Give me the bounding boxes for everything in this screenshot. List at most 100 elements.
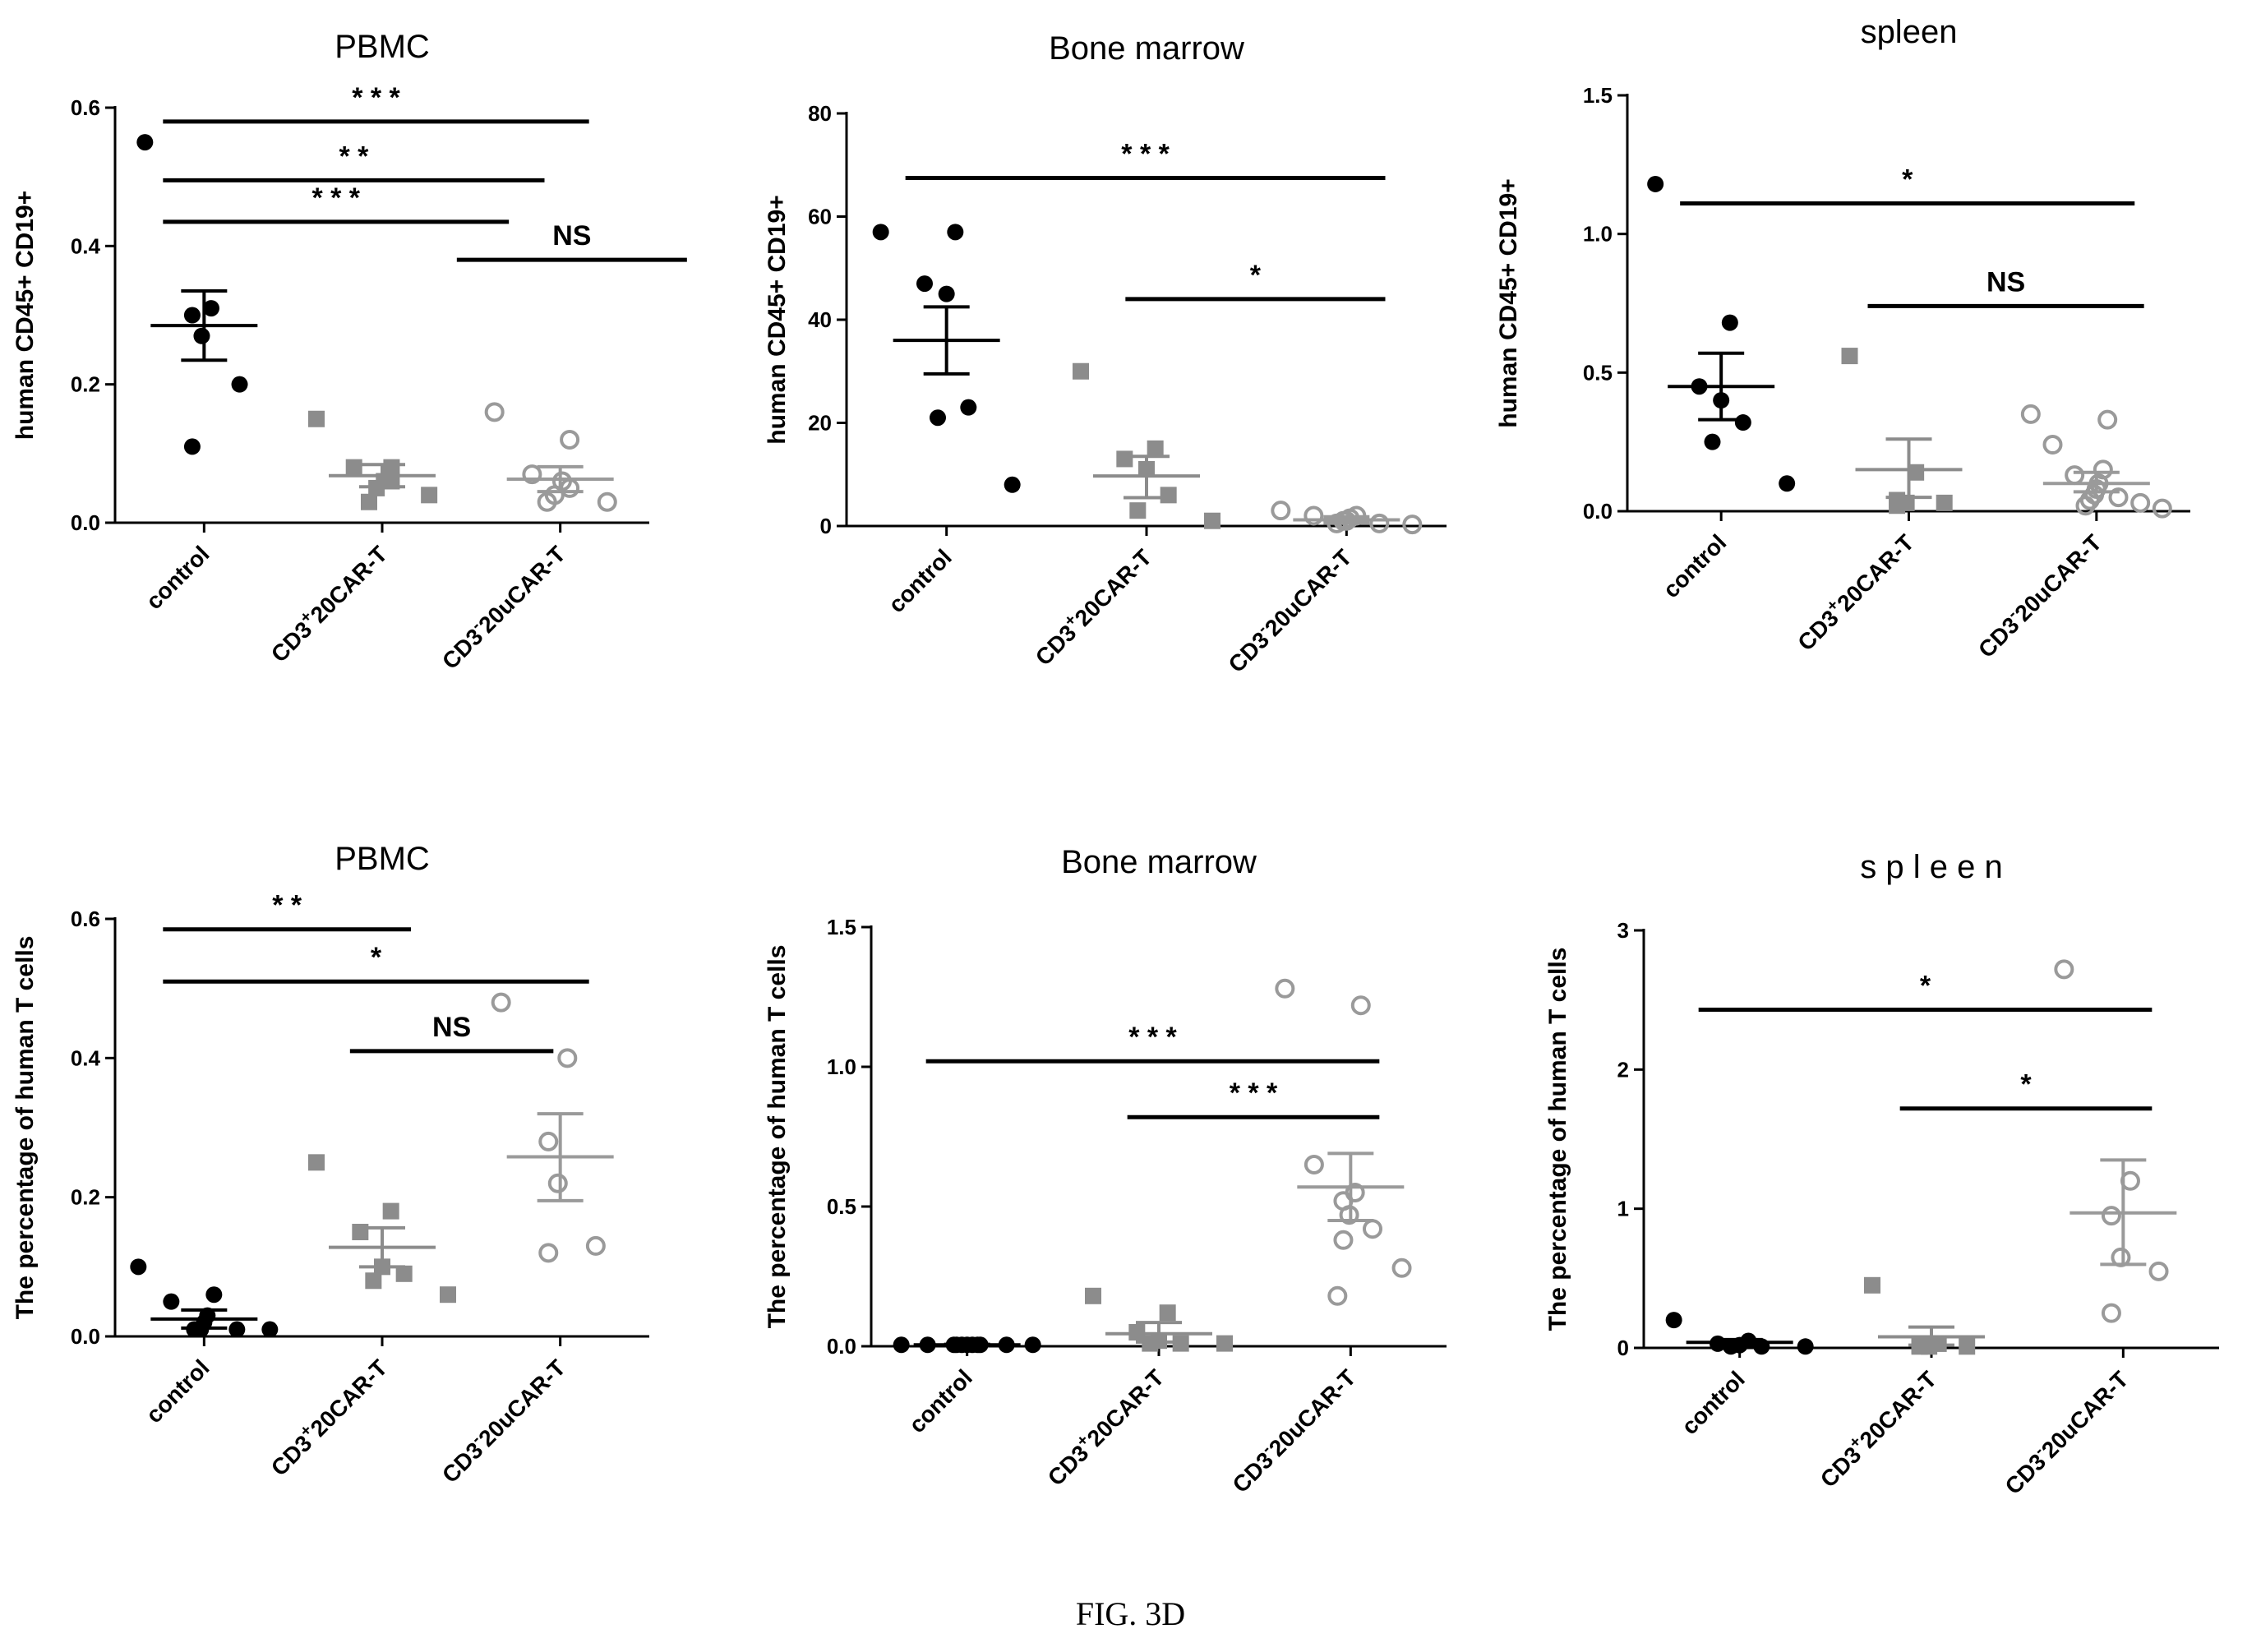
data-point <box>2075 496 2096 516</box>
y-tick-label: 1.5 <box>1583 83 1613 108</box>
x-tick-label: control <box>904 1364 977 1437</box>
y-tick-label: 1.0 <box>1583 222 1613 247</box>
data-point <box>1204 512 1220 529</box>
x-tick-label: control <box>884 544 957 617</box>
data-point <box>2054 959 2074 980</box>
chart-title: s p l e e n <box>1860 849 2002 885</box>
chart-panel-4: PBMC The percentage of human T cells 0.0 0.… <box>12 841 649 1488</box>
data-point <box>183 438 201 455</box>
x-tick-label: CD3+20CAR-T <box>1813 1364 1941 1492</box>
x-tick-label: CD3-20uCAR-T <box>1225 1362 1361 1497</box>
y-tick-label: 1.5 <box>827 915 856 939</box>
data-point <box>193 327 210 344</box>
data-point <box>231 376 248 393</box>
data-point <box>930 409 946 427</box>
data-point <box>1333 1230 1354 1250</box>
y-tick-label: 60 <box>808 205 832 229</box>
data-point <box>2101 1206 2121 1226</box>
y-axis-label: human CD45+ CD19+ <box>764 195 791 444</box>
significance-label: * <box>2020 1069 2032 1101</box>
data-point <box>2101 1303 2121 1323</box>
significance-label: * * * <box>1128 1022 1177 1053</box>
data-point <box>538 1131 559 1151</box>
chart-panel-5: Bone marrow The percentage of human T cel… <box>764 844 1447 1497</box>
y-tick-label: 0.6 <box>71 907 100 931</box>
x-tick-label: CD3+20CAR-T <box>1028 542 1156 670</box>
chart-title: spleen <box>1861 14 1958 50</box>
y-axis-label: The percentage of human T cells <box>12 936 39 1320</box>
data-point <box>1647 175 1664 192</box>
data-point <box>1363 1219 1382 1239</box>
x-tick-label: control <box>141 1354 215 1428</box>
data-point <box>1304 505 1324 526</box>
y-tick-label: 1 <box>1617 1197 1629 1221</box>
y-tick-label: 0.0 <box>1583 499 1613 524</box>
data-point <box>560 430 580 450</box>
y-tick-label: 3 <box>1617 918 1629 943</box>
significance-label: * * * <box>1121 138 1170 169</box>
significance-label: * * * <box>352 82 400 113</box>
data-point <box>395 1265 413 1282</box>
data-point <box>183 307 201 324</box>
data-point <box>1797 1338 1814 1355</box>
y-tick-label: 0.0 <box>827 1334 856 1359</box>
chart-panel-1: PBMC human CD45+ CD19+ 0.0 0.2 0.4 0.6 control… <box>12 29 687 674</box>
data-point <box>1147 440 1164 457</box>
data-point <box>1959 1338 1976 1355</box>
significance-label: * * <box>339 141 369 172</box>
data-point <box>960 399 977 416</box>
x-tick-label: CD3+20CAR-T <box>1041 1362 1169 1490</box>
data-point <box>538 1243 559 1263</box>
data-point <box>916 275 933 293</box>
y-tick-label: 20 <box>808 411 832 436</box>
data-point <box>345 459 362 476</box>
data-point <box>163 1293 180 1310</box>
significance-label: * <box>371 942 382 973</box>
y-tick-label: 0.0 <box>71 1324 100 1349</box>
data-point <box>1402 515 1423 535</box>
data-point <box>1779 475 1796 492</box>
x-tick-label: CD3-20uCAR-T <box>1221 542 1357 677</box>
data-point <box>491 992 511 1013</box>
data-point <box>421 487 438 504</box>
data-point <box>947 224 964 241</box>
data-point <box>361 493 377 510</box>
data-point <box>585 1235 606 1256</box>
data-point <box>1024 1336 1041 1354</box>
significance-label: * * * <box>1230 1077 1278 1109</box>
y-tick-label: 0.2 <box>71 372 100 397</box>
data-point <box>440 1286 456 1304</box>
y-tick-label: 80 <box>808 101 832 126</box>
data-point <box>2148 1261 2169 1281</box>
y-axis-label: The percentage of human T cells <box>764 945 791 1329</box>
data-point <box>1304 1155 1324 1174</box>
chart-title: Bone marrow <box>1049 30 1244 67</box>
data-point <box>261 1321 279 1338</box>
y-axis-label: human CD45+ CD19+ <box>1495 178 1522 427</box>
data-point <box>893 1336 910 1354</box>
x-tick-label: control <box>1658 529 1731 602</box>
chart-panel-6: s p l e e n The percentage of human T cel… <box>1544 849 2219 1499</box>
data-point <box>1734 414 1751 431</box>
y-tick-label: 40 <box>808 307 832 332</box>
data-point <box>547 1173 568 1193</box>
x-tick-label: CD3+20CAR-T <box>1791 527 1919 655</box>
data-point <box>130 1258 147 1276</box>
data-point <box>1936 494 1953 511</box>
chart-panel-2: Bone marrow human CD45+ CD19+ 0 20 40 60 80 con… <box>764 30 1447 677</box>
data-point <box>1129 502 1147 519</box>
data-point <box>228 1321 246 1338</box>
chart-title: PBMC <box>335 29 430 65</box>
data-point <box>1665 1312 1682 1329</box>
y-tick-label: 1.0 <box>827 1054 856 1079</box>
data-point <box>2097 409 2118 430</box>
chart-panel-3: spleen human CD45+ CD19+ 0.0 0.5 1.0 1.5 contr… <box>1495 14 2190 662</box>
x-tick-label: control <box>1677 1366 1750 1439</box>
significance-label: * <box>1920 971 1931 1002</box>
y-tick-label: 0.5 <box>827 1194 856 1219</box>
significance-label: * * * <box>311 182 360 214</box>
x-tick-label: control <box>141 541 215 614</box>
data-point <box>1271 501 1291 521</box>
y-tick-label: 0.4 <box>71 233 101 258</box>
